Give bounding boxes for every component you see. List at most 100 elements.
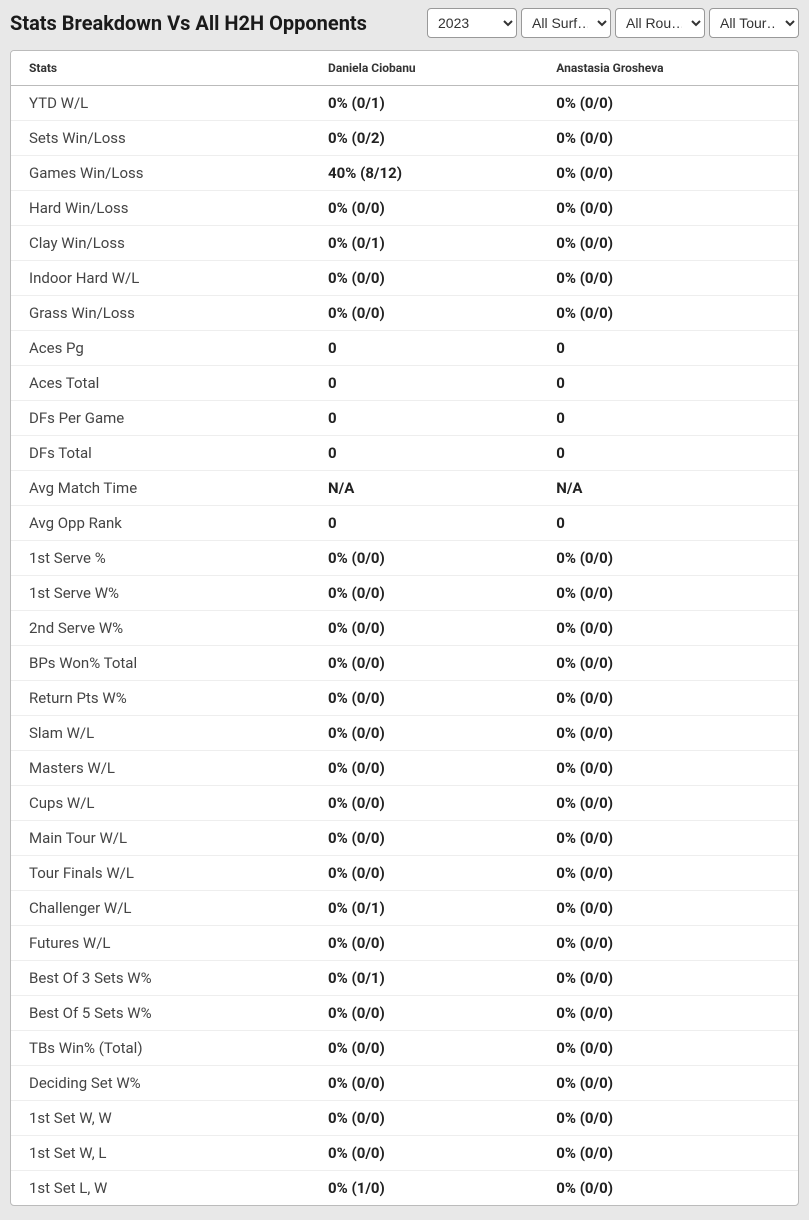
table-row: 2nd Serve W%0% (0/0)0% (0/0): [11, 611, 798, 646]
table-row: 1st Serve W%0% (0/0)0% (0/0): [11, 576, 798, 611]
stat-value-player1: 0% (0/0): [310, 716, 538, 751]
stat-label: 1st Serve %: [11, 541, 310, 576]
stat-value-player1: 0% (0/0): [310, 821, 538, 856]
surface-select[interactable]: All Surf…: [521, 8, 611, 38]
stat-value-player1: 0% (0/0): [310, 926, 538, 961]
stat-label: DFs Total: [11, 436, 310, 471]
stat-value-player2: 0: [538, 506, 798, 541]
table-row: Return Pts W%0% (0/0)0% (0/0): [11, 681, 798, 716]
stat-value-player2: 0% (0/0): [538, 1136, 798, 1171]
stat-label: Challenger W/L: [11, 891, 310, 926]
stat-label: Indoor Hard W/L: [11, 261, 310, 296]
table-row: Best Of 5 Sets W%0% (0/0)0% (0/0): [11, 996, 798, 1031]
stat-value-player1: 0% (0/0): [310, 296, 538, 331]
stat-value-player1: 0% (0/0): [310, 751, 538, 786]
filters-group: 2023 All Surf… All Rou… All Tour…: [427, 8, 799, 38]
stat-value-player2: 0% (0/0): [538, 1031, 798, 1066]
table-row: Cups W/L0% (0/0)0% (0/0): [11, 786, 798, 821]
stat-value-player2: 0% (0/0): [538, 1066, 798, 1101]
stat-value-player1: 0% (0/0): [310, 646, 538, 681]
header-bar: Stats Breakdown Vs All H2H Opponents 202…: [0, 0, 809, 46]
table-row: Avg Opp Rank00: [11, 506, 798, 541]
stat-value-player1: 0% (0/0): [310, 856, 538, 891]
tour-select[interactable]: All Tour…: [709, 8, 799, 38]
stat-label: Best Of 5 Sets W%: [11, 996, 310, 1031]
stat-value-player1: 0% (0/0): [310, 1101, 538, 1136]
stat-label: Best Of 3 Sets W%: [11, 961, 310, 996]
stat-label: Masters W/L: [11, 751, 310, 786]
stat-value-player2: 0: [538, 436, 798, 471]
stat-value-player2: 0% (0/0): [538, 191, 798, 226]
stat-label: Clay Win/Loss: [11, 226, 310, 261]
stat-value-player2: 0% (0/0): [538, 891, 798, 926]
table-row: TBs Win% (Total)0% (0/0)0% (0/0): [11, 1031, 798, 1066]
stat-value-player2: 0: [538, 331, 798, 366]
table-row: Avg Match TimeN/AN/A: [11, 471, 798, 506]
stat-value-player1: 0% (1/0): [310, 1171, 538, 1206]
col-header-player1: Daniela Ciobanu: [310, 51, 538, 86]
stats-table: Stats Daniela Ciobanu Anastasia Grosheva…: [11, 51, 798, 1205]
year-select[interactable]: 2023: [427, 8, 517, 38]
table-header-row: Stats Daniela Ciobanu Anastasia Grosheva: [11, 51, 798, 86]
stat-value-player2: 0% (0/0): [538, 961, 798, 996]
stat-value-player1: 0% (0/0): [310, 1136, 538, 1171]
page-title: Stats Breakdown Vs All H2H Opponents: [10, 11, 367, 35]
stat-value-player2: 0% (0/0): [538, 856, 798, 891]
table-row: Indoor Hard W/L0% (0/0)0% (0/0): [11, 261, 798, 296]
table-row: Games Win/Loss40% (8/12)0% (0/0): [11, 156, 798, 191]
table-row: Aces Pg00: [11, 331, 798, 366]
stat-label: Avg Opp Rank: [11, 506, 310, 541]
stat-value-player2: 0% (0/0): [538, 576, 798, 611]
stat-label: 1st Serve W%: [11, 576, 310, 611]
table-row: Main Tour W/L0% (0/0)0% (0/0): [11, 821, 798, 856]
stat-label: Avg Match Time: [11, 471, 310, 506]
stat-value-player1: 0% (0/0): [310, 541, 538, 576]
stat-label: Tour Finals W/L: [11, 856, 310, 891]
stat-label: Sets Win/Loss: [11, 121, 310, 156]
stat-value-player2: 0% (0/0): [538, 86, 798, 121]
stat-value-player1: 0% (0/0): [310, 786, 538, 821]
stat-value-player1: 0% (0/0): [310, 191, 538, 226]
stat-value-player2: 0% (0/0): [538, 1171, 798, 1206]
stats-tbody: YTD W/L0% (0/1)0% (0/0)Sets Win/Loss0% (…: [11, 86, 798, 1206]
stat-label: DFs Per Game: [11, 401, 310, 436]
stat-label: Main Tour W/L: [11, 821, 310, 856]
stat-value-player1: 40% (8/12): [310, 156, 538, 191]
stat-value-player2: 0% (0/0): [538, 1101, 798, 1136]
stat-value-player2: 0% (0/0): [538, 226, 798, 261]
stats-table-container: Stats Daniela Ciobanu Anastasia Grosheva…: [10, 50, 799, 1206]
table-row: Aces Total00: [11, 366, 798, 401]
col-header-stats: Stats: [11, 51, 310, 86]
stat-value-player1: 0% (0/1): [310, 891, 538, 926]
stat-value-player1: 0: [310, 366, 538, 401]
table-row: BPs Won% Total0% (0/0)0% (0/0): [11, 646, 798, 681]
stat-value-player1: 0% (0/1): [310, 86, 538, 121]
stat-label: 1st Set W, W: [11, 1101, 310, 1136]
stat-label: Slam W/L: [11, 716, 310, 751]
table-row: Slam W/L0% (0/0)0% (0/0): [11, 716, 798, 751]
table-row: 1st Set W, W0% (0/0)0% (0/0): [11, 1101, 798, 1136]
stat-label: Aces Pg: [11, 331, 310, 366]
table-row: DFs Total00: [11, 436, 798, 471]
table-row: Clay Win/Loss0% (0/1)0% (0/0): [11, 226, 798, 261]
table-row: 1st Serve %0% (0/0)0% (0/0): [11, 541, 798, 576]
stat-value-player1: 0% (0/0): [310, 681, 538, 716]
stat-label: Cups W/L: [11, 786, 310, 821]
table-row: Best Of 3 Sets W%0% (0/1)0% (0/0): [11, 961, 798, 996]
table-row: Hard Win/Loss0% (0/0)0% (0/0): [11, 191, 798, 226]
stat-value-player2: 0% (0/0): [538, 681, 798, 716]
round-select[interactable]: All Rou…: [615, 8, 705, 38]
table-row: 1st Set L, W0% (1/0)0% (0/0): [11, 1171, 798, 1206]
stat-value-player2: 0% (0/0): [538, 716, 798, 751]
stat-value-player2: 0% (0/0): [538, 261, 798, 296]
stat-value-player2: 0% (0/0): [538, 156, 798, 191]
stat-value-player1: 0: [310, 436, 538, 471]
stat-label: 1st Set W, L: [11, 1136, 310, 1171]
stat-value-player2: 0% (0/0): [538, 751, 798, 786]
table-row: Sets Win/Loss0% (0/2)0% (0/0): [11, 121, 798, 156]
stat-value-player2: 0% (0/0): [538, 786, 798, 821]
stat-label: Aces Total: [11, 366, 310, 401]
stat-label: Futures W/L: [11, 926, 310, 961]
stat-value-player1: 0% (0/1): [310, 226, 538, 261]
stat-value-player2: 0% (0/0): [538, 121, 798, 156]
